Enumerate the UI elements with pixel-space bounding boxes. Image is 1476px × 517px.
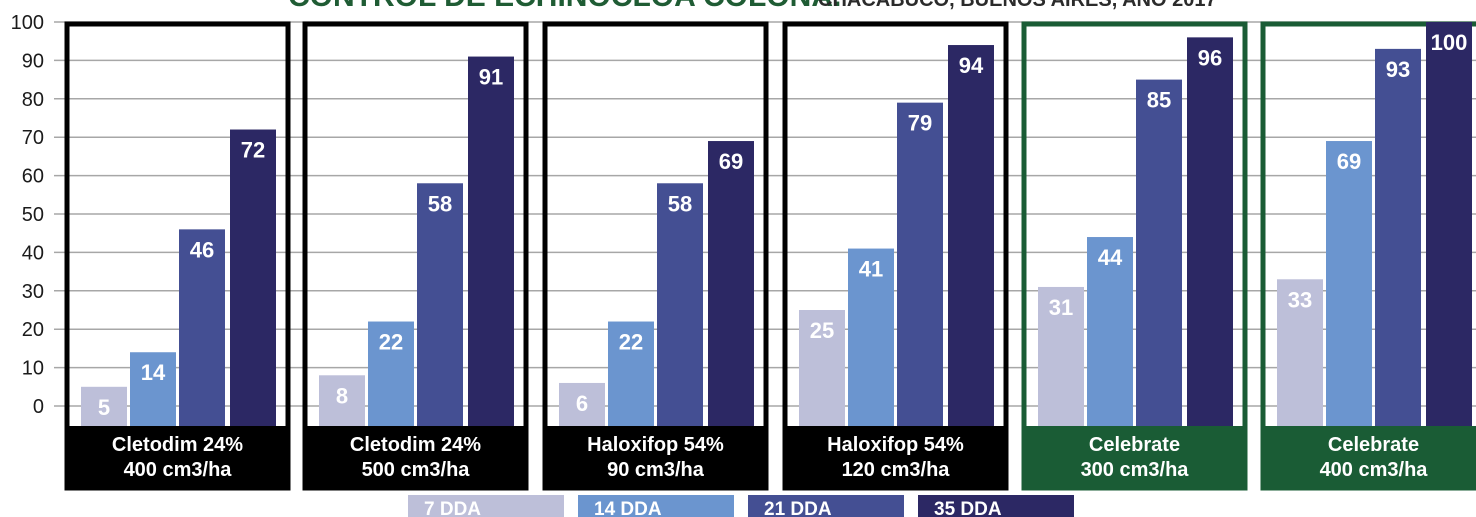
data-label: 100 bbox=[1431, 30, 1468, 55]
x-category-label: 400 cm3/ha bbox=[1320, 459, 1429, 481]
data-label: 72 bbox=[241, 138, 265, 163]
x-category-label: Celebrate bbox=[1328, 434, 1419, 456]
chart-title: CONTROL DE ECHINOCLOA COLONA. bbox=[288, 0, 841, 13]
data-label: 69 bbox=[1337, 149, 1361, 174]
bar bbox=[81, 386, 127, 426]
bar bbox=[1326, 141, 1372, 427]
bar bbox=[897, 102, 943, 426]
legend-label: 35 DDA bbox=[934, 499, 1002, 517]
x-category-label: Haloxifop 54% bbox=[827, 434, 964, 456]
data-label: 58 bbox=[428, 191, 452, 216]
y-tick-label: 100 bbox=[11, 12, 44, 34]
data-label: 22 bbox=[379, 330, 403, 355]
bar bbox=[1426, 22, 1472, 426]
data-label: 8 bbox=[336, 383, 348, 408]
x-category-label: 300 cm3/ha bbox=[1081, 459, 1190, 481]
x-category-label: Celebrate bbox=[1089, 434, 1180, 456]
bar bbox=[468, 56, 514, 427]
chart-subtitle: CHACABUCO, BUENOS AIRES, AÑO 2017 bbox=[818, 0, 1217, 11]
y-tick-label: 0 bbox=[33, 396, 44, 418]
data-label: 31 bbox=[1049, 295, 1073, 320]
bar bbox=[1087, 237, 1133, 426]
y-tick-label: 40 bbox=[22, 242, 44, 264]
legend-swatch bbox=[408, 495, 564, 517]
legend-label: 21 DDA bbox=[764, 499, 832, 517]
group-caption-bg bbox=[1263, 426, 1476, 488]
data-label: 93 bbox=[1386, 57, 1410, 82]
data-label: 46 bbox=[190, 237, 214, 262]
data-label: 79 bbox=[908, 111, 932, 136]
bar bbox=[657, 183, 703, 426]
bar bbox=[559, 382, 605, 426]
y-tick-label: 20 bbox=[22, 319, 44, 341]
x-category-label: 500 cm3/ha bbox=[362, 459, 471, 481]
y-tick-label: 60 bbox=[22, 166, 44, 188]
bar bbox=[230, 129, 276, 426]
y-tick-label: 70 bbox=[22, 127, 44, 149]
bar bbox=[948, 45, 994, 426]
group-caption-bg bbox=[545, 426, 766, 488]
data-label: 41 bbox=[859, 257, 883, 282]
x-category-label: 120 cm3/ha bbox=[842, 459, 951, 481]
data-label: 25 bbox=[810, 318, 834, 343]
x-category-label: 400 cm3/ha bbox=[124, 459, 233, 481]
group-caption-bg bbox=[785, 426, 1006, 488]
data-label: 96 bbox=[1198, 45, 1222, 70]
x-category-label: 90 cm3/ha bbox=[607, 459, 705, 481]
bar bbox=[179, 229, 225, 426]
legend-label: 14 DDA bbox=[594, 499, 662, 517]
data-label: 58 bbox=[668, 191, 692, 216]
y-tick-label: 50 bbox=[22, 204, 44, 226]
group-caption-bg bbox=[1024, 426, 1245, 488]
y-tick-label: 90 bbox=[22, 50, 44, 72]
data-label: 85 bbox=[1147, 88, 1171, 113]
bar bbox=[130, 352, 176, 426]
bar bbox=[608, 321, 654, 426]
x-category-label: Haloxifop 54% bbox=[587, 434, 724, 456]
bar bbox=[1277, 279, 1323, 426]
bar bbox=[799, 310, 845, 426]
bar bbox=[417, 183, 463, 426]
data-label: 14 bbox=[141, 360, 166, 385]
bar bbox=[1038, 286, 1084, 426]
bar bbox=[368, 321, 414, 426]
legend-swatch bbox=[918, 495, 1074, 517]
data-label: 5 bbox=[98, 395, 110, 420]
x-category-label: Cletodim 24% bbox=[350, 434, 481, 456]
legend-label: 7 DDA bbox=[424, 499, 481, 517]
x-category-label: Cletodim 24% bbox=[112, 434, 243, 456]
group-caption-bg bbox=[305, 426, 526, 488]
bar bbox=[1375, 48, 1421, 426]
bar bbox=[319, 375, 365, 426]
data-label: 6 bbox=[576, 391, 588, 416]
y-tick-label: 10 bbox=[22, 358, 44, 380]
bar bbox=[1187, 37, 1233, 427]
data-label: 44 bbox=[1098, 245, 1123, 270]
legend-swatch bbox=[578, 495, 734, 517]
y-tick-label: 30 bbox=[22, 281, 44, 303]
group-caption-bg bbox=[67, 426, 288, 488]
bar bbox=[848, 248, 894, 426]
data-label: 69 bbox=[719, 149, 743, 174]
data-label: 22 bbox=[619, 330, 643, 355]
data-label: 91 bbox=[479, 65, 503, 90]
bar bbox=[1136, 79, 1182, 426]
data-label: 33 bbox=[1288, 287, 1312, 312]
y-tick-label: 80 bbox=[22, 89, 44, 111]
bar bbox=[708, 141, 754, 427]
legend-swatch bbox=[748, 495, 904, 517]
data-label: 94 bbox=[959, 53, 984, 78]
